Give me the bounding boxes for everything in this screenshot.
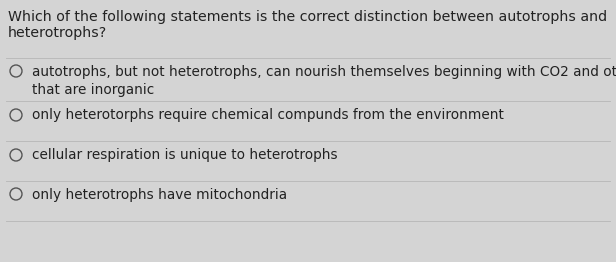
Text: autotrophs, but not heterotrophs, can nourish themselves beginning with CO2 and : autotrophs, but not heterotrophs, can no…	[32, 65, 616, 97]
Text: heterotrophs?: heterotrophs?	[8, 26, 107, 40]
Text: only heterotrophs have mitochondria: only heterotrophs have mitochondria	[32, 188, 287, 202]
Text: Which of the following statements is the correct distinction between autotrophs : Which of the following statements is the…	[8, 10, 607, 24]
Text: only heterotorphs require chemical compunds from the environment: only heterotorphs require chemical compu…	[32, 108, 504, 122]
Text: cellular respiration is unique to heterotrophs: cellular respiration is unique to hetero…	[32, 148, 338, 162]
